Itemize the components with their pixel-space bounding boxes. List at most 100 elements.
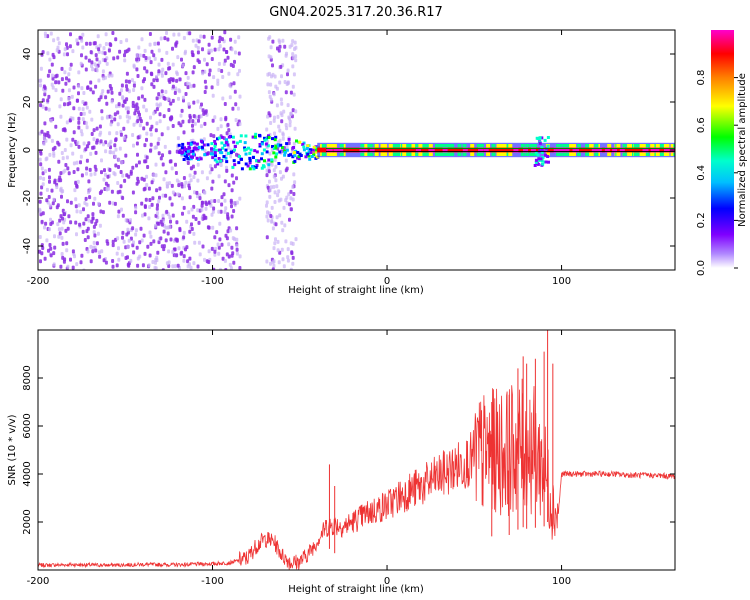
spectrogram-cell xyxy=(223,179,227,184)
spectrogram-cell xyxy=(50,220,54,225)
spectrogram-cell xyxy=(277,162,281,165)
spectrogram-cell xyxy=(116,214,120,219)
spectrogram-cell xyxy=(196,45,200,50)
spectrogram-cell xyxy=(80,53,83,58)
spectrogram-cell xyxy=(148,32,152,36)
spectrogram-cell xyxy=(209,48,213,53)
spectrogram-cell xyxy=(216,81,220,86)
spectrogram-cell xyxy=(182,205,186,210)
spectrogram-cell xyxy=(217,47,221,52)
spectrogram-cell xyxy=(164,89,168,94)
spectrogram-cell xyxy=(291,84,295,89)
spectrogram-cell xyxy=(43,89,47,94)
spectrogram-cell xyxy=(52,38,56,43)
spectrogram-cell xyxy=(56,203,60,208)
spectrogram-cell xyxy=(281,228,285,233)
spectrogram-cell xyxy=(90,117,94,122)
spectrogram-cell xyxy=(111,239,115,244)
spectrogram-cell xyxy=(155,96,159,101)
spectrogram-cell xyxy=(248,151,252,155)
spectrogram-cell xyxy=(257,159,261,163)
spectrogram-cell xyxy=(137,96,141,101)
spectrogram-cell xyxy=(208,170,212,175)
spectrogram-cell xyxy=(203,90,207,94)
spectrogram-cell xyxy=(155,107,159,112)
spectrogram-cell xyxy=(285,142,289,146)
spectrogram-cell xyxy=(232,140,236,144)
spectrogram-cell xyxy=(271,226,275,231)
spectrogram-cell xyxy=(57,178,61,183)
spectrogram-cell xyxy=(292,192,296,196)
spectrogram-cell xyxy=(219,159,223,163)
spectrogram-cell xyxy=(104,181,108,186)
spectrogram-cell xyxy=(220,69,224,73)
spectrogram-cell xyxy=(59,171,63,176)
spectrogram-y-tick-label: -40 xyxy=(22,238,33,254)
spectrogram-cell xyxy=(183,152,186,156)
spectrogram-cell xyxy=(104,172,107,177)
spectrogram-cell xyxy=(205,152,209,156)
spectrogram-cell xyxy=(534,151,538,155)
spectrogram-cell xyxy=(281,38,285,43)
spectrogram-cell xyxy=(79,160,82,165)
spectrogram-cell xyxy=(190,207,194,212)
spectrogram-cell xyxy=(140,37,144,42)
spectrogram-cell xyxy=(181,95,185,100)
spectrogram-cell xyxy=(235,247,239,252)
spectrogram-cell xyxy=(203,79,207,84)
spectrogram-cell xyxy=(61,255,65,260)
spectrogram-cell xyxy=(232,180,236,185)
spectrogram-cell xyxy=(237,35,241,40)
spectrogram-cell xyxy=(292,146,296,149)
spectrogram-cell xyxy=(67,78,71,83)
spectrogram-cell xyxy=(127,238,131,243)
spectrogram-cell xyxy=(136,119,140,123)
spectrogram-cell xyxy=(142,53,146,58)
spectrogram-cell xyxy=(118,49,122,54)
spectrogram-cell xyxy=(289,196,293,201)
spectrogram-cell xyxy=(314,146,318,150)
spectrogram-cell xyxy=(223,198,227,203)
spectrogram-cell xyxy=(134,232,138,237)
spectrogram-cell xyxy=(327,147,333,153)
spectrogram-cell xyxy=(108,150,112,155)
spectrogram-cell xyxy=(231,135,235,139)
spectrogram-cell xyxy=(223,143,227,147)
spectrogram-cell xyxy=(98,43,102,48)
spectrogram-cell xyxy=(190,222,193,227)
spectrogram-cell xyxy=(69,143,73,148)
spectrogram-cell xyxy=(271,145,274,148)
spectrogram-cell xyxy=(192,83,196,88)
spectrogram-cell xyxy=(203,148,207,153)
spectrogram-cell xyxy=(141,79,145,84)
spectrogram-cell xyxy=(547,160,550,164)
spectrogram-cell xyxy=(238,139,242,143)
spectrogram-cell xyxy=(199,114,203,119)
spectrogram-cell xyxy=(224,148,228,152)
spectrogram-cell xyxy=(38,235,42,239)
spectrogram-cell xyxy=(180,196,184,201)
spectrogram-cell xyxy=(50,138,54,143)
spectrogram-cell xyxy=(42,176,46,181)
spectrogram-cell xyxy=(117,157,121,162)
spectrogram-cell xyxy=(308,157,312,161)
spectrogram-cell xyxy=(77,91,80,96)
spectrogram-cell xyxy=(40,129,44,134)
spectrogram-cell xyxy=(152,53,156,58)
spectrogram-cell xyxy=(54,88,58,93)
snr-y-tick-label: 8000 xyxy=(22,365,33,390)
spectrogram-cell xyxy=(142,233,146,238)
snr-series-line xyxy=(38,378,675,570)
spectrogram-cell xyxy=(228,262,232,267)
spectrogram-cell xyxy=(185,219,189,224)
spectrogram-cell xyxy=(276,114,280,119)
colorbar-tick-label: 0.4 xyxy=(696,165,707,181)
spectrogram-cell xyxy=(145,131,149,136)
spectrogram-cell xyxy=(177,183,181,188)
spectrogram-cell xyxy=(158,112,162,117)
spectrogram-x-tick-label: -200 xyxy=(27,276,50,287)
spectrogram-cell xyxy=(40,52,44,57)
spectrogram-cell xyxy=(284,123,288,127)
spectrogram-cell xyxy=(133,104,137,109)
spectrogram-cell xyxy=(219,124,223,129)
